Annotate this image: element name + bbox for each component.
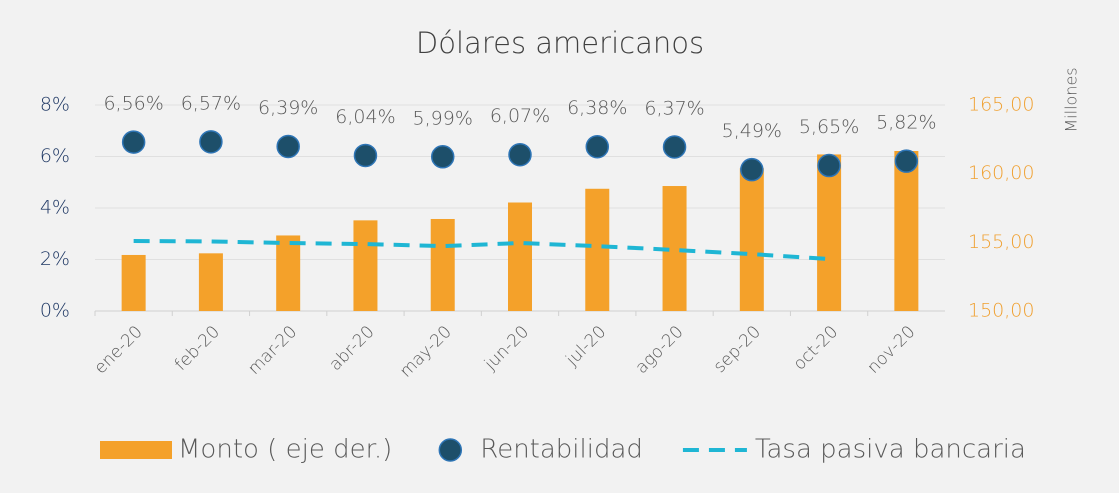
data-label: 6,38% — [567, 97, 627, 119]
y-tick-label: 0% — [40, 300, 70, 322]
data-label: 5,82% — [876, 112, 936, 134]
y-tick-label: 6% — [40, 145, 70, 167]
y2-tick-label: 160,00 — [968, 162, 1034, 184]
bar — [276, 235, 301, 311]
data-label: 6,56% — [103, 93, 163, 115]
data-label: 5,49% — [722, 120, 782, 142]
dot — [894, 149, 919, 173]
data-label: 5,99% — [413, 107, 473, 129]
y-tick-label: 2% — [40, 248, 70, 270]
bar — [585, 188, 610, 311]
dot — [199, 130, 223, 154]
chart-title: Dólares americanos — [416, 26, 704, 60]
dot — [430, 145, 455, 169]
bar — [121, 254, 146, 311]
dot — [662, 135, 687, 159]
data-label: 6,37% — [644, 97, 704, 119]
dot — [817, 153, 841, 178]
bar — [198, 253, 223, 311]
data-label: 6,07% — [490, 105, 550, 127]
line — [133, 238, 830, 261]
y2-tick-label: 155,00 — [968, 231, 1034, 253]
dot — [353, 143, 378, 168]
data-label: 6,04% — [335, 106, 395, 128]
bar — [430, 218, 455, 311]
y2-tick-label: 165,00 — [968, 94, 1034, 116]
y2-axis-title: Millones — [1062, 67, 1081, 132]
bar — [817, 154, 842, 311]
data-label: 6,57% — [181, 92, 241, 114]
dot — [740, 157, 764, 182]
dot — [585, 134, 610, 159]
bar — [739, 168, 764, 311]
legend-label: Rentabilidad — [480, 435, 643, 465]
data-label: 6,39% — [258, 97, 318, 119]
dot — [276, 134, 300, 159]
legend-swatch — [100, 441, 172, 459]
legend-label: Monto ( eje der.) — [178, 435, 392, 465]
bar — [508, 202, 532, 311]
legend-label: Tasa pasiva bancaria — [755, 435, 1026, 465]
dot — [121, 130, 146, 154]
data-label: 5,65% — [799, 116, 859, 138]
bar — [894, 151, 919, 311]
y2-tick-label: 150,00 — [968, 300, 1034, 322]
dot — [508, 142, 532, 167]
legend-swatch — [438, 438, 463, 462]
bar — [353, 220, 378, 311]
y-tick-label: 8% — [40, 94, 70, 116]
y-tick-label: 4% — [40, 197, 70, 219]
